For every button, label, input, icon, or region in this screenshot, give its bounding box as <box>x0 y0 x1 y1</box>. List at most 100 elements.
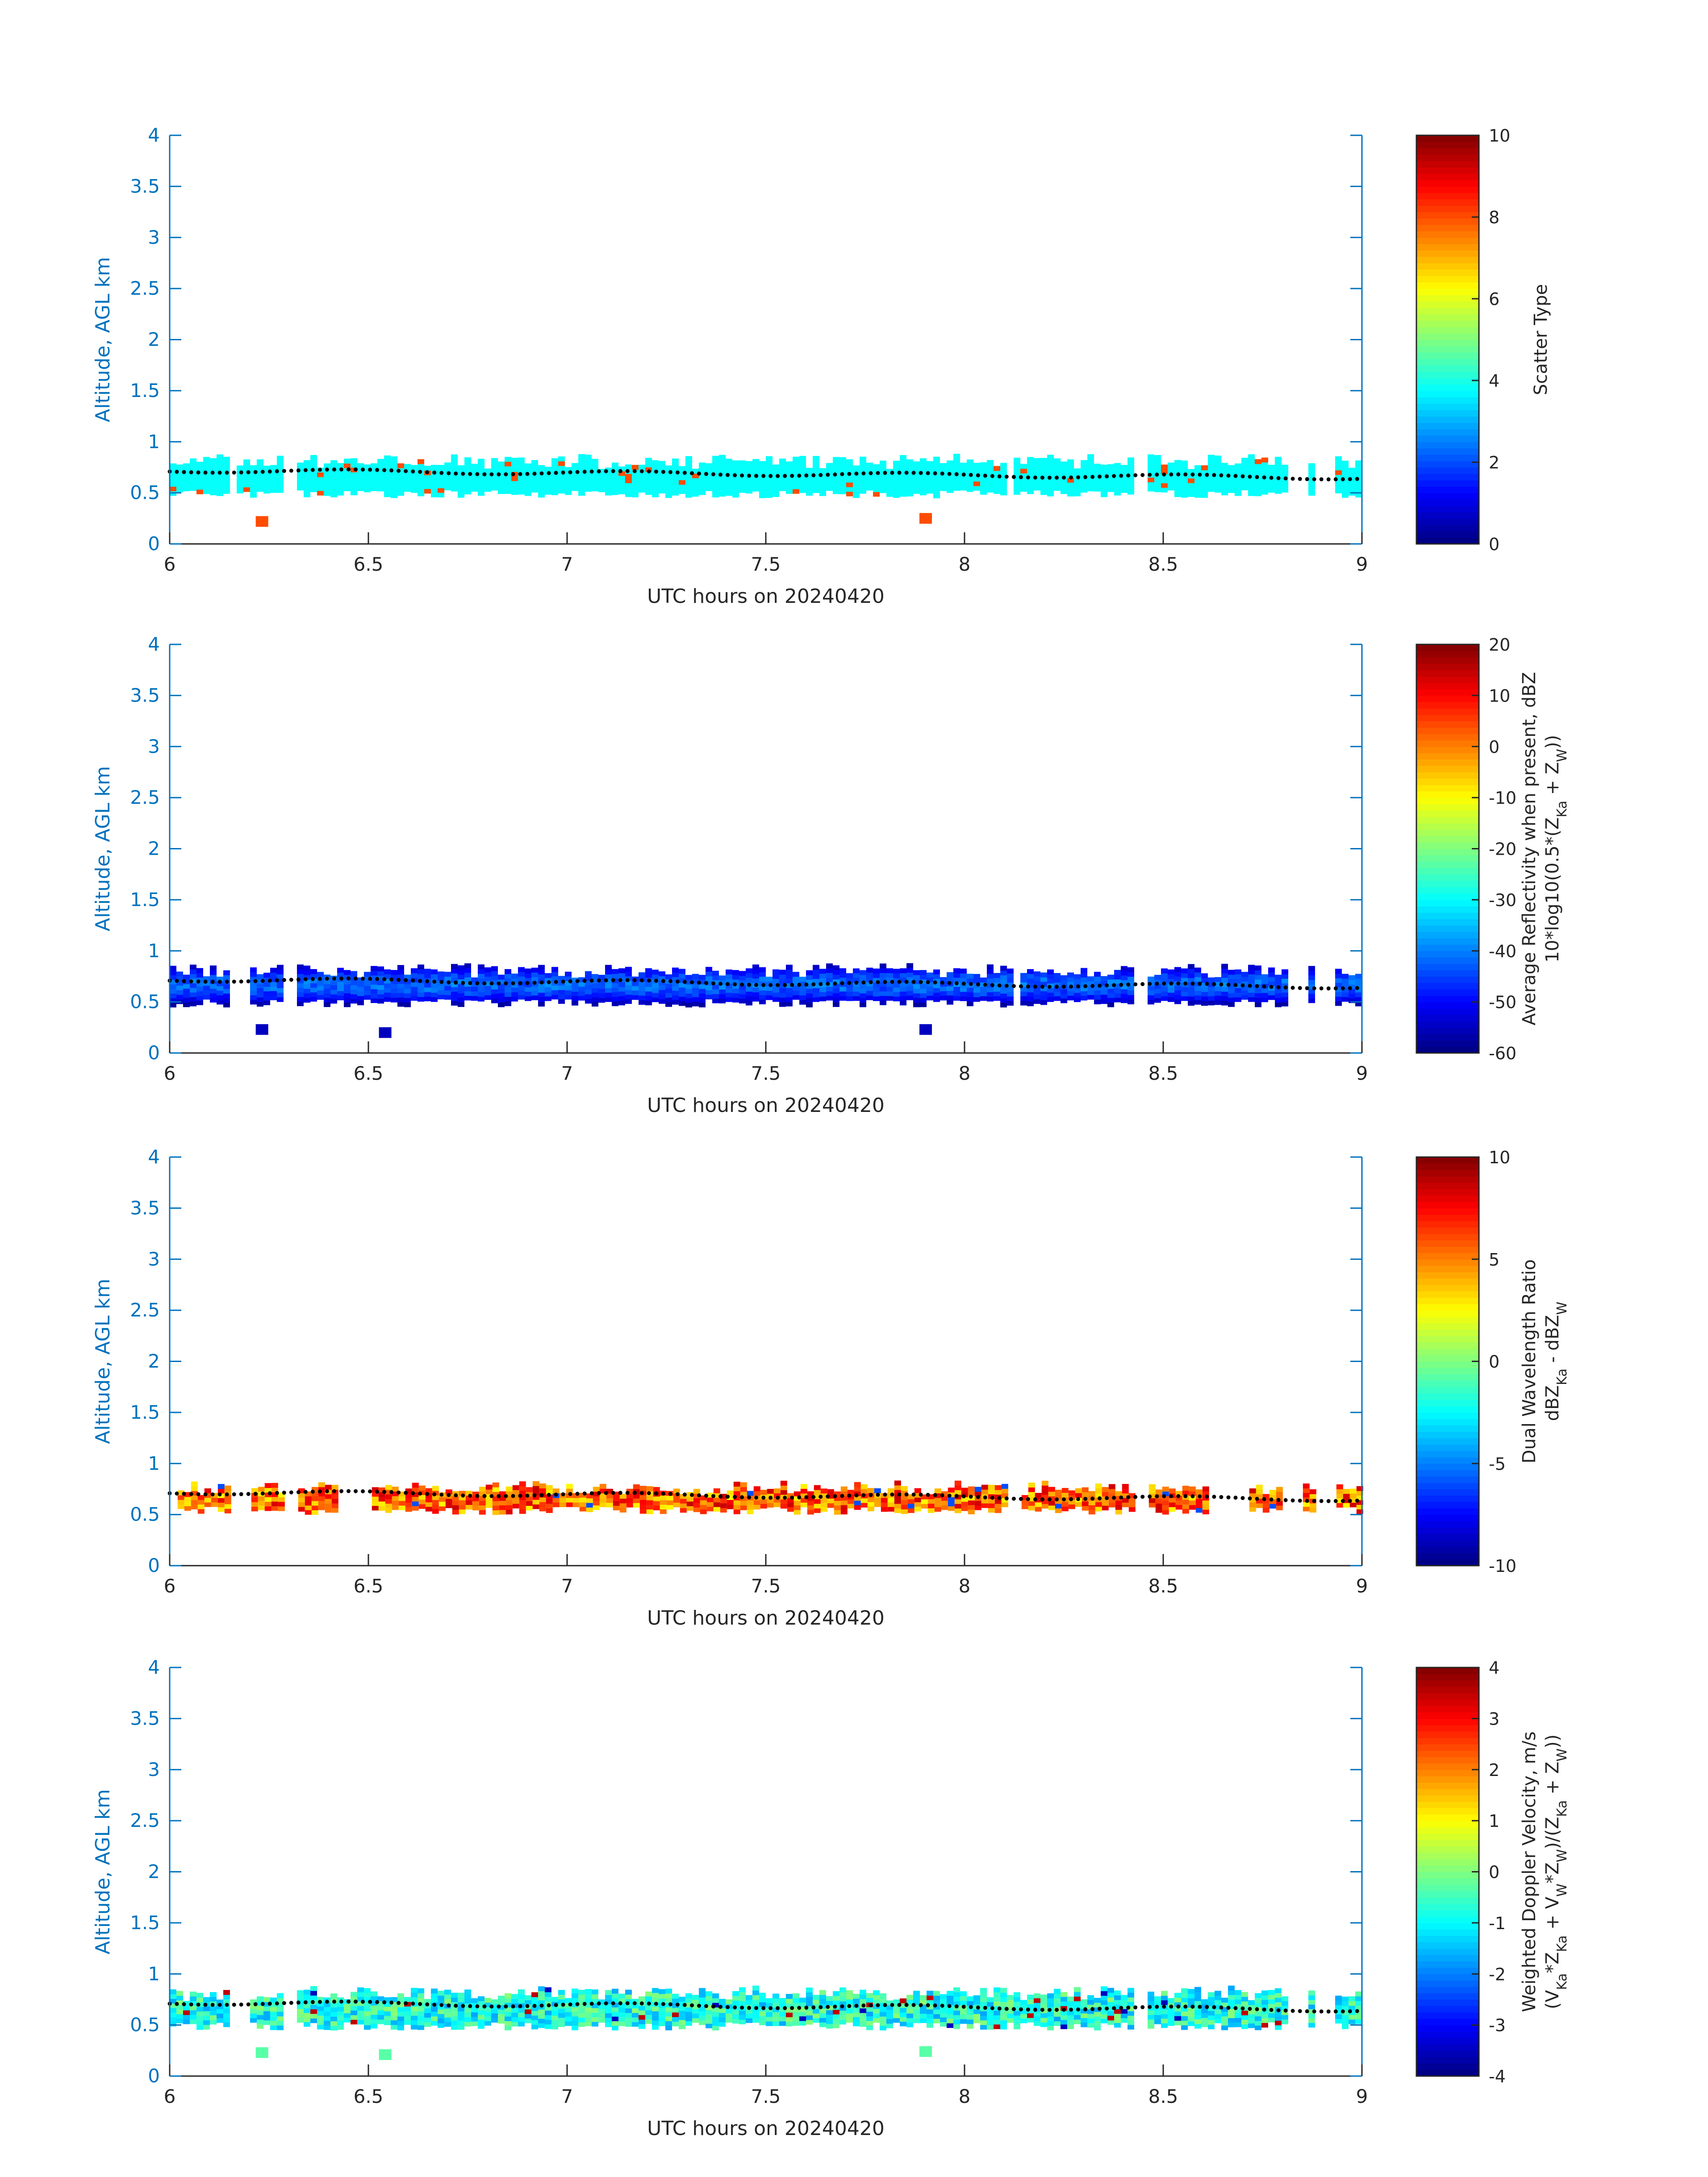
heatmap-cell <box>860 2017 866 2022</box>
heatmap-cell <box>1201 978 1208 983</box>
heatmap-cell <box>566 1497 573 1503</box>
heatmap-cell <box>793 1505 801 1510</box>
heatmap-cell <box>505 2016 511 2021</box>
heatmap-cell <box>920 2000 927 2005</box>
heatmap-cell <box>706 1497 714 1502</box>
heatmap-cell <box>257 2001 263 2006</box>
heatmap-cell <box>204 1502 211 1507</box>
heatmap-cell <box>786 978 793 984</box>
heatmap-cell <box>585 468 592 473</box>
heatmap-cell <box>357 2001 364 2006</box>
colorbar-segment <box>1416 982 1479 990</box>
x-axis-label: UTC hours on 20240420 <box>647 585 885 608</box>
heatmap-cell <box>726 978 732 984</box>
heatmap-cell <box>961 1506 968 1511</box>
heatmap-cell <box>1255 491 1261 497</box>
heatmap-cell <box>779 486 786 491</box>
heatmap-cell <box>598 984 605 989</box>
heatmap-cell <box>372 1501 379 1506</box>
heatmap-cell <box>405 1493 412 1498</box>
heatmap-cell <box>384 492 391 497</box>
heatmap-cell <box>639 2024 645 2029</box>
heatmap-cell <box>1128 1507 1136 1512</box>
heatmap-cell <box>377 989 384 994</box>
dotted-line-dot <box>1240 474 1245 479</box>
heatmap-cell <box>377 985 384 990</box>
heatmap-cell <box>940 468 947 473</box>
heatmap-cell <box>545 2010 551 2015</box>
heatmap-cell <box>1195 1503 1203 1508</box>
dotted-line-dot <box>361 468 365 472</box>
heatmap-cell <box>1101 492 1107 497</box>
heatmap-cell <box>632 2003 639 2009</box>
heatmap-cell <box>866 972 873 978</box>
heatmap-cell <box>183 2014 190 2020</box>
heatmap-cell <box>277 1993 284 1998</box>
heatmap-cell <box>1040 472 1047 477</box>
heatmap-cell <box>425 1502 432 1507</box>
heatmap-cell <box>665 993 672 998</box>
heatmap-cell <box>431 2007 438 2012</box>
heatmap-cell <box>679 969 685 974</box>
heatmap-cell <box>297 974 304 979</box>
heatmap-cell <box>357 481 364 487</box>
heatmap-cell <box>1074 2010 1081 2015</box>
heatmap-cell <box>994 1503 1002 1508</box>
dotted-line-dot <box>983 473 987 478</box>
heatmap-cell <box>906 464 913 469</box>
heatmap-cell <box>605 481 612 486</box>
heatmap-cell <box>1055 1503 1062 1508</box>
heatmap-cell <box>913 988 920 994</box>
heatmap-cell <box>464 1998 471 2004</box>
heatmap-cell <box>357 1000 364 1006</box>
heatmap-cell <box>753 1500 760 1505</box>
heatmap-cell <box>980 476 987 481</box>
dotted-line-dot <box>911 471 916 475</box>
heatmap-cell <box>760 1504 767 1509</box>
heatmap-cell <box>679 475 685 481</box>
heatmap-cell <box>1128 972 1134 977</box>
heatmap-cell <box>1335 479 1342 485</box>
heatmap-cell <box>1194 977 1201 982</box>
dotted-line-dot <box>632 978 637 982</box>
heatmap-cell <box>1034 2002 1040 2008</box>
heatmap-cell <box>1268 478 1275 484</box>
dotted-line-dot <box>539 1493 544 1497</box>
dotted-line-dot <box>1333 986 1338 990</box>
heatmap-cell <box>994 978 1000 983</box>
heatmap-cell <box>491 2013 498 2018</box>
dotted-line-dot <box>1090 1496 1095 1501</box>
heatmap-cell <box>766 460 773 466</box>
heatmap-cell <box>773 478 779 483</box>
dotted-line-dot <box>711 981 715 986</box>
heatmap-cell <box>1228 997 1235 1003</box>
heatmap-cell <box>364 2006 371 2012</box>
heatmap-cell <box>170 989 176 994</box>
heatmap-cell <box>511 462 518 468</box>
heatmap-cell <box>806 2001 813 2006</box>
heatmap-cell <box>331 1508 338 1513</box>
heatmap-cell <box>793 972 799 977</box>
heatmap-cell <box>525 463 531 468</box>
heatmap-cell <box>807 1509 814 1515</box>
heatmap-cell <box>578 486 585 491</box>
x-tick-label: 8.5 <box>1148 1575 1178 1597</box>
dotted-line-dot <box>1162 1494 1166 1498</box>
heatmap-cell <box>397 997 404 1003</box>
heatmap-cell <box>344 2008 351 2014</box>
heatmap-cell <box>263 484 270 489</box>
colorbar-segment <box>1416 836 1479 843</box>
heatmap-cell <box>572 1993 578 1998</box>
heatmap-cell <box>451 2025 458 2030</box>
heatmap-cell <box>901 1500 908 1505</box>
heatmap-cell <box>525 991 531 997</box>
dotted-line-dot <box>1305 1499 1309 1503</box>
heatmap-cell <box>1034 1993 1040 1998</box>
heatmap-cell <box>210 1992 217 1997</box>
colorbar-segment <box>1416 525 1479 532</box>
heatmap-cell <box>538 2023 545 2028</box>
colorbar-segment <box>1416 263 1479 270</box>
heatmap-cell <box>1101 2009 1107 2014</box>
heatmap-cell <box>183 2005 190 2010</box>
colorbar-segment <box>1416 1406 1479 1413</box>
